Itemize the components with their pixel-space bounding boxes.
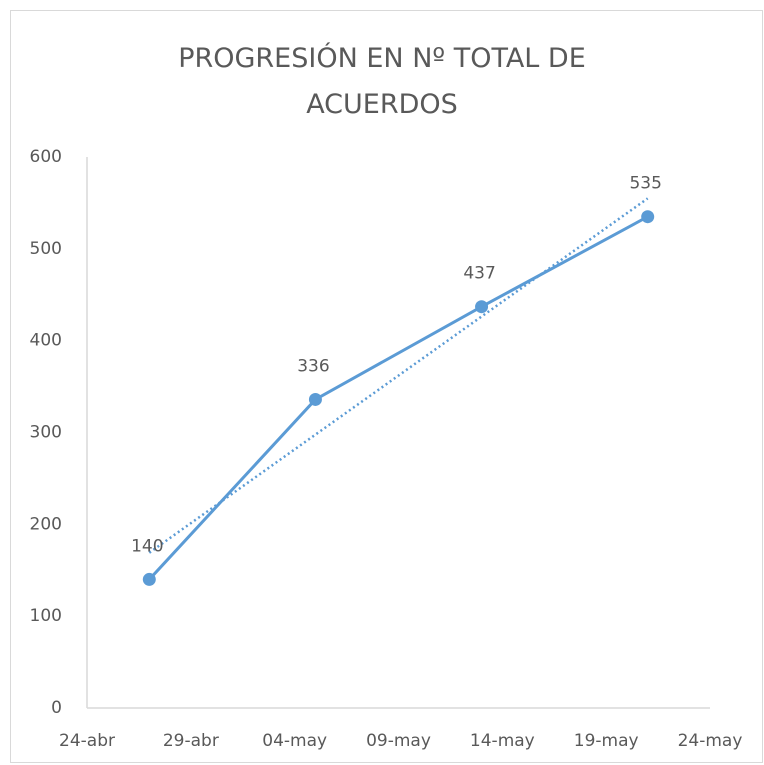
y-tick-label: 0: [51, 698, 62, 718]
chart-title: PROGRESIÓN EN Nº TOTAL DE ACUERDOS: [178, 43, 586, 120]
data-label: 437: [463, 264, 495, 284]
y-tick-label: 200: [30, 514, 62, 534]
data-label: 140: [131, 536, 163, 556]
y-tick-label: 300: [30, 423, 62, 443]
x-tick-label: 24-abr: [59, 731, 115, 751]
x-tick-label: 04-may: [262, 731, 327, 751]
chart-frame: [10, 10, 763, 763]
x-tick-label: 24-may: [678, 731, 743, 751]
x-tick-label: 14-may: [470, 731, 535, 751]
data-point: [641, 210, 655, 224]
x-tick-label: 09-may: [366, 731, 431, 751]
x-tick-label: 19-may: [574, 731, 639, 751]
data-point: [142, 572, 156, 586]
data-label: 535: [629, 174, 661, 194]
series-line: [148, 215, 649, 581]
y-tick-label: 500: [30, 239, 62, 259]
x-tick-label: 29-abr: [163, 731, 219, 751]
data-point: [475, 300, 489, 314]
y-tick-label: 100: [30, 606, 62, 626]
trendline: [148, 197, 649, 554]
y-tick-label: 400: [30, 331, 62, 351]
data-label: 336: [297, 356, 329, 376]
data-point: [308, 392, 322, 406]
y-tick-label: 600: [30, 147, 62, 167]
